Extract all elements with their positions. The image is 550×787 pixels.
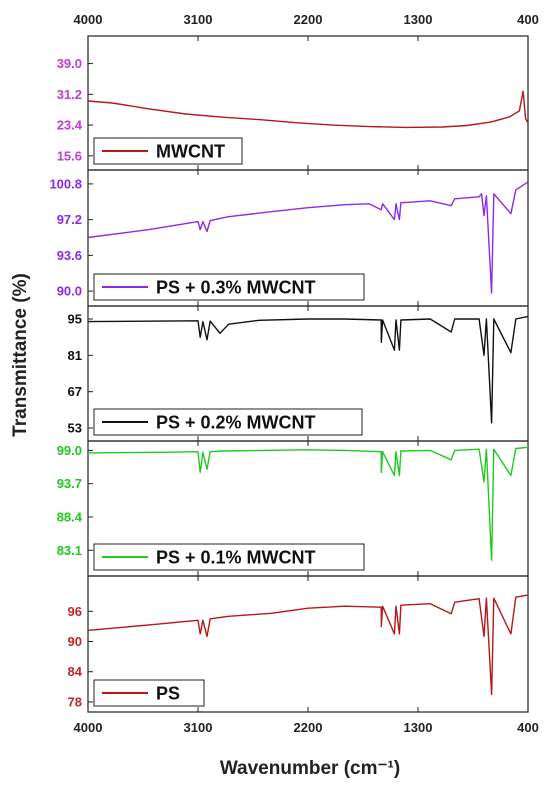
series-line xyxy=(87,90,529,129)
panel-1: 39.0 31.2 23.4 15.6 MWCNT xyxy=(57,35,529,171)
y-tick-label: 100.8 xyxy=(49,176,82,191)
x-tick-label-top: 4000 xyxy=(74,12,103,27)
panel-3: 95 81 67 53 PS + 0.2% MWCNT xyxy=(68,305,529,442)
panels-layer: 39.0 31.2 23.4 15.6 MWCNT 100.8 97.2 93.6 90.0 PS… xyxy=(49,35,529,713)
y-tick-label: 96 xyxy=(68,604,82,619)
legend-label: PS + 0.1% MWCNT xyxy=(156,548,316,568)
legend: PS xyxy=(93,679,205,707)
x-tick-label: 400 xyxy=(517,720,539,735)
x-tick-label-top: 400 xyxy=(517,12,539,27)
panel-2: 100.8 97.2 93.6 90.0 PS + 0.3% MWCNT xyxy=(49,169,529,307)
y-tick-label: 84 xyxy=(68,664,83,679)
x-tick-label-top: 2200 xyxy=(294,12,323,27)
x-axis-bottom: 4000 3100 2200 1300 400 xyxy=(74,720,539,735)
series-line xyxy=(87,315,529,424)
legend-label: PS + 0.2% MWCNT xyxy=(156,413,316,433)
x-tick-label: 3100 xyxy=(184,720,213,735)
series-line xyxy=(87,446,529,561)
x-tick-label: 2200 xyxy=(294,720,323,735)
x-axis-top: 4000 3100 2200 1300 400 xyxy=(74,12,539,27)
y-tick-label: 88.4 xyxy=(57,509,83,524)
x-tick-label: 4000 xyxy=(74,720,103,735)
legend: PS + 0.3% MWCNT xyxy=(93,273,365,301)
y-tick-label: 90.0 xyxy=(57,284,82,299)
x-axis-title: Wavenumber (cm⁻¹) xyxy=(220,758,400,779)
y-tick-label: 90 xyxy=(68,634,82,649)
series-line xyxy=(87,181,529,294)
legend: MWCNT xyxy=(93,137,243,165)
y-tick-label: 95 xyxy=(68,311,82,326)
y-tick-label: 81 xyxy=(68,348,82,363)
y-tick-label: 97.2 xyxy=(57,212,82,227)
legend: PS + 0.2% MWCNT xyxy=(93,408,363,436)
y-tick-label: 83.1 xyxy=(57,543,82,558)
y-tick-label: 53 xyxy=(68,421,82,436)
y-tick-label: 78 xyxy=(68,694,82,709)
legend: PS + 0.1% MWCNT xyxy=(93,543,365,571)
y-tick-label: 15.6 xyxy=(57,148,82,163)
legend-label: PS xyxy=(156,684,180,704)
x-tick-label-top: 1300 xyxy=(404,12,433,27)
legend-label: MWCNT xyxy=(156,142,225,162)
y-tick-label: 93.6 xyxy=(57,248,82,263)
panel-4: 99.0 93.7 88.4 83.1 PS + 0.1% MWCNT xyxy=(57,440,529,577)
y-tick-label: 23.4 xyxy=(57,118,83,133)
y-tick-label: 39.0 xyxy=(57,56,82,71)
y-tick-label: 67 xyxy=(68,384,82,399)
x-tick-label-top: 3100 xyxy=(184,12,213,27)
y-tick-label: 99.0 xyxy=(57,443,82,458)
series-line xyxy=(87,594,529,696)
y-axis-title: Transmittance (%) xyxy=(10,273,31,437)
legend-label: PS + 0.3% MWCNT xyxy=(156,278,316,298)
panel-5: 96 90 84 78 PS xyxy=(68,575,529,713)
y-tick-label: 31.2 xyxy=(57,87,82,102)
x-tick-label: 1300 xyxy=(404,720,433,735)
y-tick-label: 93.7 xyxy=(57,476,82,491)
